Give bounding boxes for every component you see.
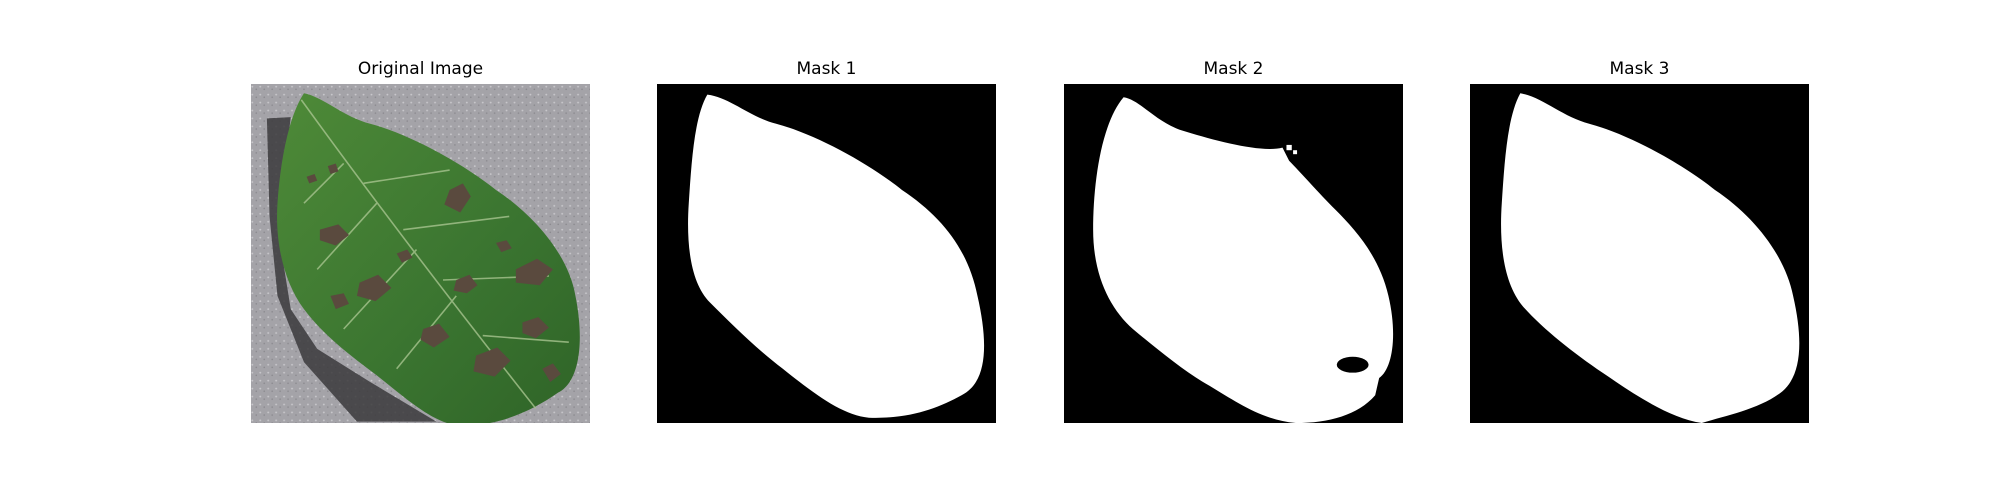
- mask-foreground: [688, 94, 985, 418]
- mask-1-panel: [657, 84, 996, 423]
- mask-1-image: [657, 84, 996, 423]
- mask-2-panel: [1064, 84, 1403, 423]
- mask-2-image: [1064, 84, 1403, 423]
- panel-title-mask-1: Mask 1: [796, 59, 857, 79]
- panel-title-mask-3: Mask 3: [1609, 59, 1670, 79]
- leaf-body: [277, 93, 580, 423]
- panel-title-mask-2: Mask 2: [1203, 59, 1264, 79]
- mask-noise: [1188, 144, 1298, 373]
- mask-hole: [1336, 356, 1369, 373]
- original-image-panel: [251, 84, 590, 423]
- leaf-photo: [251, 84, 590, 423]
- panel-title-original: Original Image: [357, 59, 484, 79]
- leaf-shadow: [266, 117, 437, 422]
- lesion-spots: [306, 163, 561, 382]
- mask-foreground: [1501, 93, 1800, 423]
- mask-foreground: [1093, 97, 1394, 423]
- mask-3-panel: [1470, 84, 1809, 423]
- mask-3-image: [1470, 84, 1809, 423]
